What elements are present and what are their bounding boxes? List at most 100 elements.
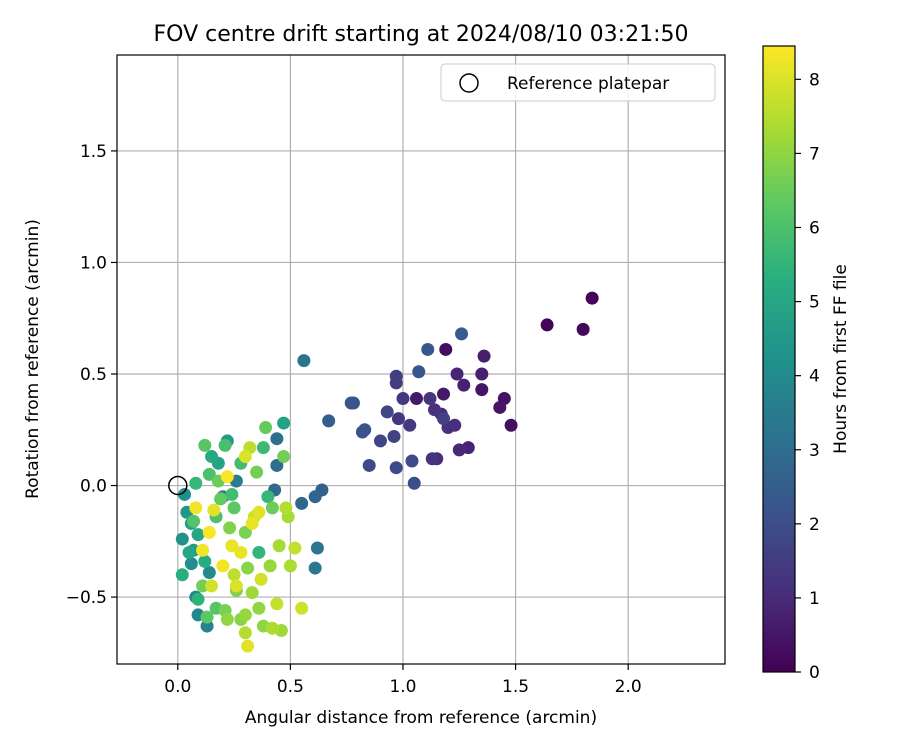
data-point (189, 476, 203, 490)
data-point (389, 369, 403, 383)
data-point (475, 367, 489, 381)
data-point (191, 528, 205, 542)
data-point (261, 490, 275, 504)
data-point (288, 541, 302, 555)
data-point (405, 454, 419, 468)
data-point (252, 601, 266, 615)
data-point (202, 525, 216, 539)
colorbar-tick-label: 2 (809, 515, 820, 535)
data-point (373, 434, 387, 448)
data-point (238, 525, 252, 539)
data-point (344, 396, 358, 410)
colorbar-tick-label: 7 (809, 144, 820, 164)
x-tick-label: 2.0 (615, 677, 642, 697)
data-point (216, 559, 230, 573)
colorbar-tick-label: 6 (809, 219, 820, 239)
data-point (540, 318, 554, 332)
data-point (200, 619, 214, 633)
data-point (412, 365, 426, 379)
data-point (250, 465, 264, 479)
x-tick-label: 1.0 (389, 677, 416, 697)
data-point (265, 501, 279, 515)
data-point (452, 443, 466, 457)
data-point (270, 458, 284, 472)
colorbar: 0 1 2 3 4 5 6 7 8 Hours from first FF file (762, 45, 851, 683)
data-point (178, 487, 192, 501)
colorbar-tick-label: 3 (809, 441, 820, 461)
data-point (218, 438, 232, 452)
y-tick-label: 1.0 (80, 253, 107, 273)
x-axis-ticks: 0.0 0.5 1.0 1.5 2.0 (164, 664, 642, 697)
data-point (477, 349, 491, 363)
data-point (389, 461, 403, 475)
data-point (425, 452, 439, 466)
data-point (380, 405, 394, 419)
data-point (259, 421, 273, 435)
data-point (184, 557, 198, 571)
data-point (439, 342, 453, 356)
data-point (279, 501, 293, 515)
data-point (403, 418, 417, 432)
data-point (355, 425, 369, 439)
data-point (202, 467, 216, 481)
data-point (198, 438, 212, 452)
data-point (450, 367, 464, 381)
y-tick-label: −0.5 (66, 588, 107, 608)
data-point (225, 539, 239, 553)
data-point (234, 545, 248, 559)
data-point (576, 322, 590, 336)
data-point (277, 450, 291, 464)
legend: Reference platepar (440, 63, 716, 102)
colorbar-tick-label: 5 (809, 293, 820, 313)
data-point (310, 541, 324, 555)
chart-title: FOV centre drift starting at 2024/08/10 … (154, 22, 689, 47)
colorbar-tick-label: 8 (809, 70, 820, 90)
data-point (245, 516, 259, 530)
y-axis-label: Rotation from reference (arcmin) (23, 219, 43, 499)
reference-platepar-marker (168, 475, 188, 496)
data-point (238, 450, 252, 464)
data-point (283, 559, 297, 573)
data-point (241, 639, 255, 653)
data-point (241, 561, 255, 575)
colorbar-label: Hours from first FF file (831, 264, 851, 454)
data-point (308, 490, 322, 504)
data-point (175, 568, 189, 582)
data-point (322, 414, 336, 428)
data-point (396, 392, 410, 406)
x-tick-label: 0.0 (164, 677, 191, 697)
data-point (387, 429, 401, 443)
data-point (421, 342, 435, 356)
data-point (191, 592, 205, 606)
data-point (270, 597, 284, 611)
data-point (227, 501, 241, 515)
data-point (391, 412, 405, 426)
data-point (205, 579, 219, 593)
colorbar-tick-label: 4 (809, 367, 820, 387)
x-tick-label: 1.5 (502, 677, 529, 697)
data-point (254, 572, 268, 586)
data-point (437, 387, 451, 401)
legend-marker-open-circle (459, 73, 479, 93)
data-point (362, 458, 376, 472)
data-point (220, 470, 234, 484)
legend-box (440, 63, 716, 102)
data-point (227, 568, 241, 582)
data-point (297, 354, 311, 368)
data-point (175, 532, 189, 546)
y-tick-label: 0.0 (80, 477, 107, 497)
data-point (428, 403, 442, 417)
colorbar-gradient (762, 45, 796, 673)
data-point (198, 554, 212, 568)
data-point (200, 610, 214, 624)
data-point (295, 601, 309, 615)
legend-entry-label: Reference platepar (507, 74, 669, 94)
data-point (225, 487, 239, 501)
data-points (175, 291, 599, 653)
data-point (182, 545, 196, 559)
data-point (272, 539, 286, 553)
data-point (207, 503, 221, 517)
data-point (238, 626, 252, 640)
y-tick-label: 1.5 (80, 142, 107, 162)
